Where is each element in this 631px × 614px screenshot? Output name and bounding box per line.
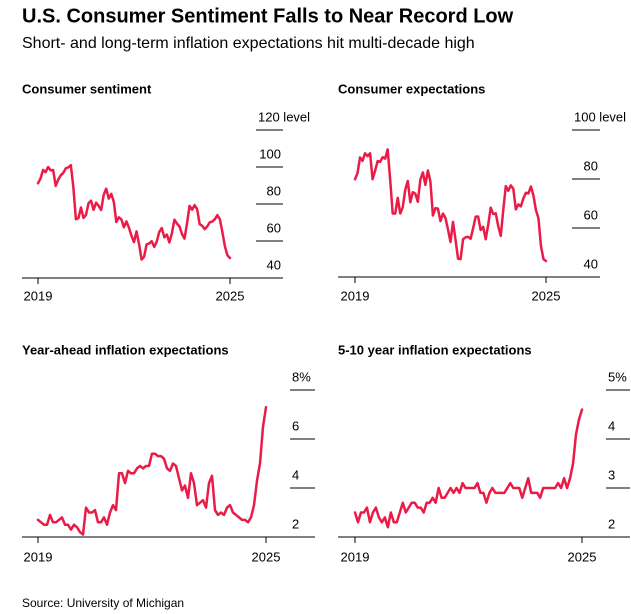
- panel-title: 5-10 year inflation expectations: [338, 342, 532, 357]
- source: Source: University of Michigan: [22, 596, 184, 610]
- x-tick-label: 2019: [24, 288, 53, 303]
- title: U.S. Consumer Sentiment Falls to Near Re…: [22, 5, 514, 27]
- y-tick-label: 40: [267, 257, 281, 272]
- y-tick-label: 60: [267, 220, 281, 235]
- y-tick-label: 60: [584, 207, 598, 222]
- subtitle: Short- and long-term inflation expectati…: [22, 35, 475, 52]
- y-tick-label: 6: [292, 418, 299, 433]
- y-tick-label: 80: [267, 183, 281, 198]
- y-tick-label: 80: [584, 158, 598, 173]
- y-tick-label: 2: [292, 516, 299, 531]
- y-tick-label: 40: [584, 256, 598, 271]
- y-tick-label: 3: [608, 467, 615, 482]
- x-tick-label: 2025: [568, 549, 597, 564]
- data-line: [353, 148, 548, 263]
- data-line: [36, 405, 268, 536]
- y-tick-label: 100 level: [574, 109, 626, 124]
- x-tick-label: 2025: [532, 288, 561, 303]
- x-tick-label: 2025: [252, 549, 281, 564]
- y-tick-label: 100: [259, 146, 281, 161]
- x-tick-label: 2019: [341, 549, 370, 564]
- y-tick-label: 2: [608, 516, 615, 531]
- y-tick-label: 4: [608, 418, 615, 433]
- panel-title: Consumer expectations: [338, 81, 485, 96]
- y-tick-label: 5%: [608, 369, 627, 384]
- data-line: [353, 408, 584, 529]
- data-line: [36, 163, 232, 261]
- x-tick-label: 2019: [341, 288, 370, 303]
- x-tick-label: 2019: [24, 549, 53, 564]
- x-tick-label: 2025: [216, 288, 245, 303]
- y-tick-label: 120 level: [258, 109, 310, 124]
- panel-title: Consumer sentiment: [22, 81, 152, 96]
- y-tick-label: 4: [292, 467, 299, 482]
- y-tick-label: 8%: [292, 369, 311, 384]
- panel-title: Year-ahead inflation expectations: [22, 342, 229, 357]
